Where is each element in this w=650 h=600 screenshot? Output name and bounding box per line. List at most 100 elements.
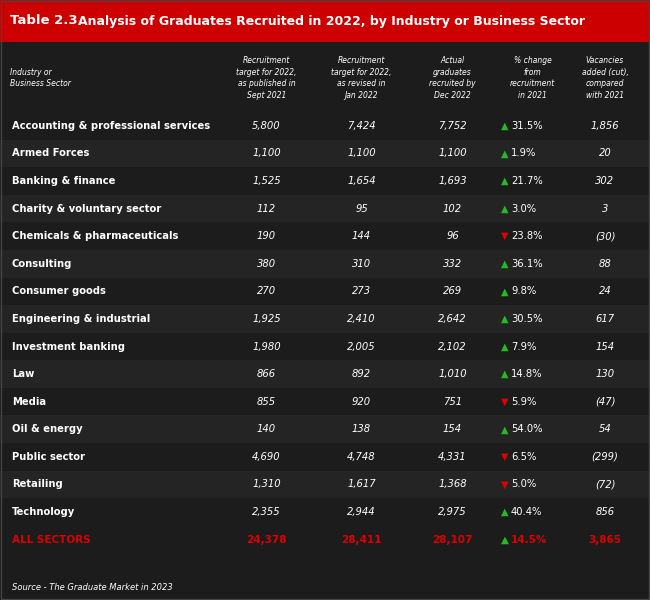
Text: 310: 310 [352, 259, 371, 269]
Text: 1,654: 1,654 [347, 176, 376, 186]
Text: 20: 20 [599, 148, 612, 158]
Text: 1,856: 1,856 [591, 121, 619, 131]
Text: ▲: ▲ [501, 121, 508, 131]
Text: 332: 332 [443, 259, 462, 269]
Text: 270: 270 [257, 286, 276, 296]
Text: 2,410: 2,410 [347, 314, 376, 324]
Text: Banking & finance: Banking & finance [12, 176, 116, 186]
Text: ▲: ▲ [501, 286, 508, 296]
Text: 95: 95 [355, 203, 368, 214]
Text: ▼: ▼ [501, 231, 508, 241]
Text: 24: 24 [599, 286, 612, 296]
Bar [0, 526, 650, 553]
Text: 1,100: 1,100 [252, 148, 281, 158]
Text: (299): (299) [592, 452, 618, 462]
Text: ▲: ▲ [501, 341, 508, 352]
Bar [0, 305, 650, 333]
Text: ▲: ▲ [501, 535, 509, 545]
Text: (47): (47) [595, 397, 616, 407]
Text: 2,975: 2,975 [438, 507, 467, 517]
Text: 866: 866 [257, 369, 276, 379]
Text: (72): (72) [595, 479, 616, 490]
Bar [0, 498, 650, 526]
Text: 40.4%: 40.4% [511, 507, 542, 517]
Text: Law: Law [12, 369, 34, 379]
Text: Engineering & industrial: Engineering & industrial [12, 314, 150, 324]
Bar [0, 223, 650, 250]
Text: % change
from
recruitment
in 2021: % change from recruitment in 2021 [510, 56, 555, 100]
Text: ▲: ▲ [501, 259, 508, 269]
Text: 4,748: 4,748 [347, 452, 376, 462]
Text: 1,368: 1,368 [438, 479, 467, 490]
Text: 28,411: 28,411 [341, 535, 382, 545]
Bar [0, 250, 650, 278]
Text: ▼: ▼ [501, 452, 508, 462]
Text: ▲: ▲ [501, 203, 508, 214]
Bar [0, 388, 650, 415]
Text: 138: 138 [352, 424, 371, 434]
Text: 102: 102 [443, 203, 462, 214]
Bar [0, 470, 650, 498]
Bar [0, 195, 650, 223]
Text: 130: 130 [595, 369, 614, 379]
Text: Actual
graduates
recruited by
Dec 2022: Actual graduates recruited by Dec 2022 [429, 56, 476, 100]
Text: Consulting: Consulting [12, 259, 72, 269]
Text: 5,800: 5,800 [252, 121, 281, 131]
Text: Chemicals & pharmaceuticals: Chemicals & pharmaceuticals [12, 231, 178, 241]
Text: 24,378: 24,378 [246, 535, 287, 545]
Text: 36.1%: 36.1% [511, 259, 543, 269]
Text: 14.5%: 14.5% [511, 535, 547, 545]
Text: 140: 140 [257, 424, 276, 434]
Text: 302: 302 [595, 176, 614, 186]
Text: 269: 269 [443, 286, 462, 296]
Text: 1,617: 1,617 [347, 479, 376, 490]
Text: 9.8%: 9.8% [511, 286, 536, 296]
Text: Recruitment
target for 2022,
as revised in
Jan 2022: Recruitment target for 2022, as revised … [332, 56, 392, 100]
Text: Accounting & professional services: Accounting & professional services [12, 121, 210, 131]
Text: Analysis of Graduates Recruited in 2022, by Industry or Business Sector: Analysis of Graduates Recruited in 2022,… [78, 14, 585, 28]
Bar [0, 44, 650, 112]
Text: Source - The Graduate Market in 2023: Source - The Graduate Market in 2023 [12, 583, 173, 593]
Text: 380: 380 [257, 259, 276, 269]
Text: 3,865: 3,865 [588, 535, 621, 545]
Text: ▼: ▼ [501, 479, 508, 490]
Text: Table 2.3: Table 2.3 [10, 14, 77, 28]
Text: 892: 892 [352, 369, 371, 379]
Text: Armed Forces: Armed Forces [12, 148, 90, 158]
Text: 154: 154 [443, 424, 462, 434]
Text: 31.5%: 31.5% [511, 121, 543, 131]
Text: 30.5%: 30.5% [511, 314, 543, 324]
Text: 4,331: 4,331 [438, 452, 467, 462]
Text: 112: 112 [257, 203, 276, 214]
Text: 54.0%: 54.0% [511, 424, 543, 434]
Text: 273: 273 [352, 286, 371, 296]
Text: 1,925: 1,925 [252, 314, 281, 324]
Text: Public sector: Public sector [12, 452, 85, 462]
Text: Retailing: Retailing [12, 479, 63, 490]
Text: 2,944: 2,944 [347, 507, 376, 517]
Bar [0, 443, 650, 470]
Text: 920: 920 [352, 397, 371, 407]
Text: Industry or
Business Sector: Industry or Business Sector [10, 68, 71, 88]
Bar [0, 167, 650, 195]
Text: 2,642: 2,642 [438, 314, 467, 324]
Text: 7.9%: 7.9% [511, 341, 536, 352]
Text: 7,424: 7,424 [347, 121, 376, 131]
Text: 856: 856 [595, 507, 614, 517]
Text: Technology: Technology [12, 507, 75, 517]
Text: 154: 154 [595, 341, 614, 352]
Text: 28,107: 28,107 [432, 535, 473, 545]
Text: 1,310: 1,310 [252, 479, 281, 490]
Text: ALL SECTORS: ALL SECTORS [12, 535, 90, 545]
Bar [0, 278, 650, 305]
Bar [0, 333, 650, 361]
Text: ▲: ▲ [501, 148, 508, 158]
Text: Charity & voluntary sector: Charity & voluntary sector [12, 203, 161, 214]
Text: 54: 54 [599, 424, 612, 434]
Text: Media: Media [12, 397, 46, 407]
Text: 7,752: 7,752 [438, 121, 467, 131]
Text: 190: 190 [257, 231, 276, 241]
Text: Oil & energy: Oil & energy [12, 424, 83, 434]
Text: 1.9%: 1.9% [511, 148, 536, 158]
Text: 1,100: 1,100 [347, 148, 376, 158]
